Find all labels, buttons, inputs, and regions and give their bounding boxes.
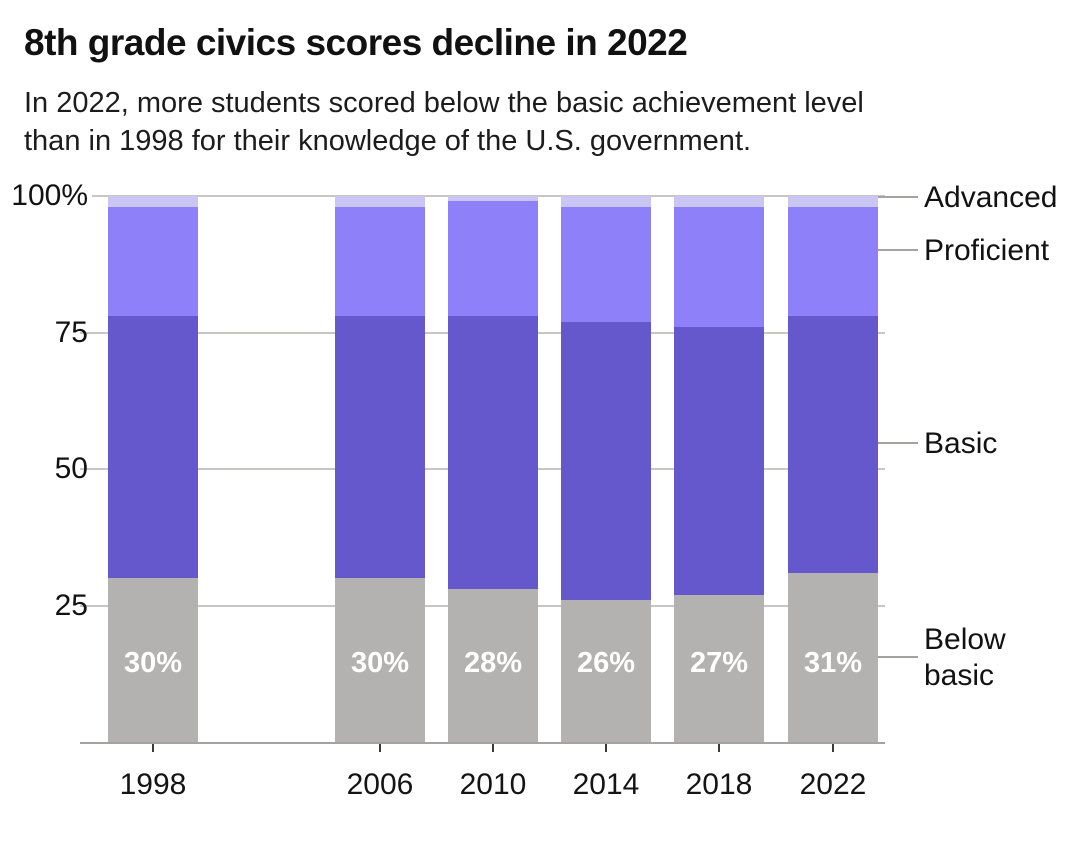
bar-value-label-2014: 26% [576,647,636,679]
chart-subtitle: In 2022, more students scored below the … [24,84,1064,160]
bar-value-label-2018: 27% [689,647,749,679]
legend-connector-below-basic [878,656,918,658]
legend-connector-proficient [878,249,918,251]
x-axis-label-2010: 2010 [459,768,527,801]
x-axis-tick-2018 [718,742,720,752]
bar-segment-proficient-2018 [674,207,764,327]
bar-segment-below-basic-2022 [788,573,878,742]
bar-value-label-1998: 30% [123,647,183,679]
bar-segment-basic-2022 [788,316,878,573]
legend-label-advanced: Advanced [924,181,1058,214]
bar-segment-below-basic-2010 [448,589,538,742]
bar-segment-advanced-2010 [448,196,538,201]
legend-label-proficient: Proficient [924,234,1050,267]
bar-segment-basic-1998 [108,316,198,578]
chart-subtitle-line2: than in 1998 for their knowledge of the … [24,125,752,157]
y-axis-tick-label-25: 25 [54,589,88,622]
bar-segment-advanced-2014 [561,196,651,207]
y-axis-tick-label-75: 75 [54,316,88,349]
bar-segment-proficient-2014 [561,207,651,322]
legend-connector-basic [878,442,918,444]
bar-segment-proficient-2010 [448,201,538,316]
bar-segment-basic-2014 [561,322,651,600]
x-axis-label-2014: 2014 [572,768,640,801]
x-axis-line [80,742,885,744]
bar-value-label-2010: 28% [463,647,523,679]
x-axis-tick-2010 [492,742,494,752]
chart-title: 8th grade civics scores decline in 2022 [24,22,688,63]
bar-segment-proficient-2022 [788,207,878,316]
bar-value-label-2022: 31% [803,647,863,679]
chart-subtitle-line1: In 2022, more students scored below the … [24,87,864,119]
bar-segment-proficient-2006 [335,207,425,316]
x-axis-label-2006: 2006 [346,768,414,801]
bar-segment-advanced-1998 [108,196,198,207]
legend-label-basic: Basic [924,427,998,460]
bar-segment-below-basic-2018 [674,595,764,742]
bar-segment-below-basic-1998 [108,578,198,742]
bar-segment-advanced-2006 [335,196,425,207]
x-axis-tick-2014 [605,742,607,752]
bar-segment-advanced-2018 [674,196,764,207]
bar-segment-basic-2006 [335,316,425,578]
legend-connector-advanced [878,196,918,198]
x-axis-label-2018: 2018 [685,768,753,801]
x-axis-label-1998: 1998 [119,768,187,801]
y-axis-tick-label-100: 100% [11,179,88,212]
x-axis-tick-2022 [832,742,834,752]
y-axis-tick-label-50: 50 [54,452,88,485]
bar-value-label-2006: 30% [350,647,410,679]
bar-segment-below-basic-2014 [561,600,651,742]
x-axis-tick-1998 [152,742,154,752]
bar-segment-basic-2018 [674,327,764,595]
bar-segment-proficient-1998 [108,207,198,316]
bar-segment-advanced-2022 [788,196,878,207]
legend-label-below-basic: Below basic [924,623,1006,692]
x-axis-tick-2006 [379,742,381,752]
bar-segment-basic-2010 [448,316,538,589]
x-axis-label-2022: 2022 [799,768,867,801]
bar-segment-below-basic-2006 [335,578,425,742]
